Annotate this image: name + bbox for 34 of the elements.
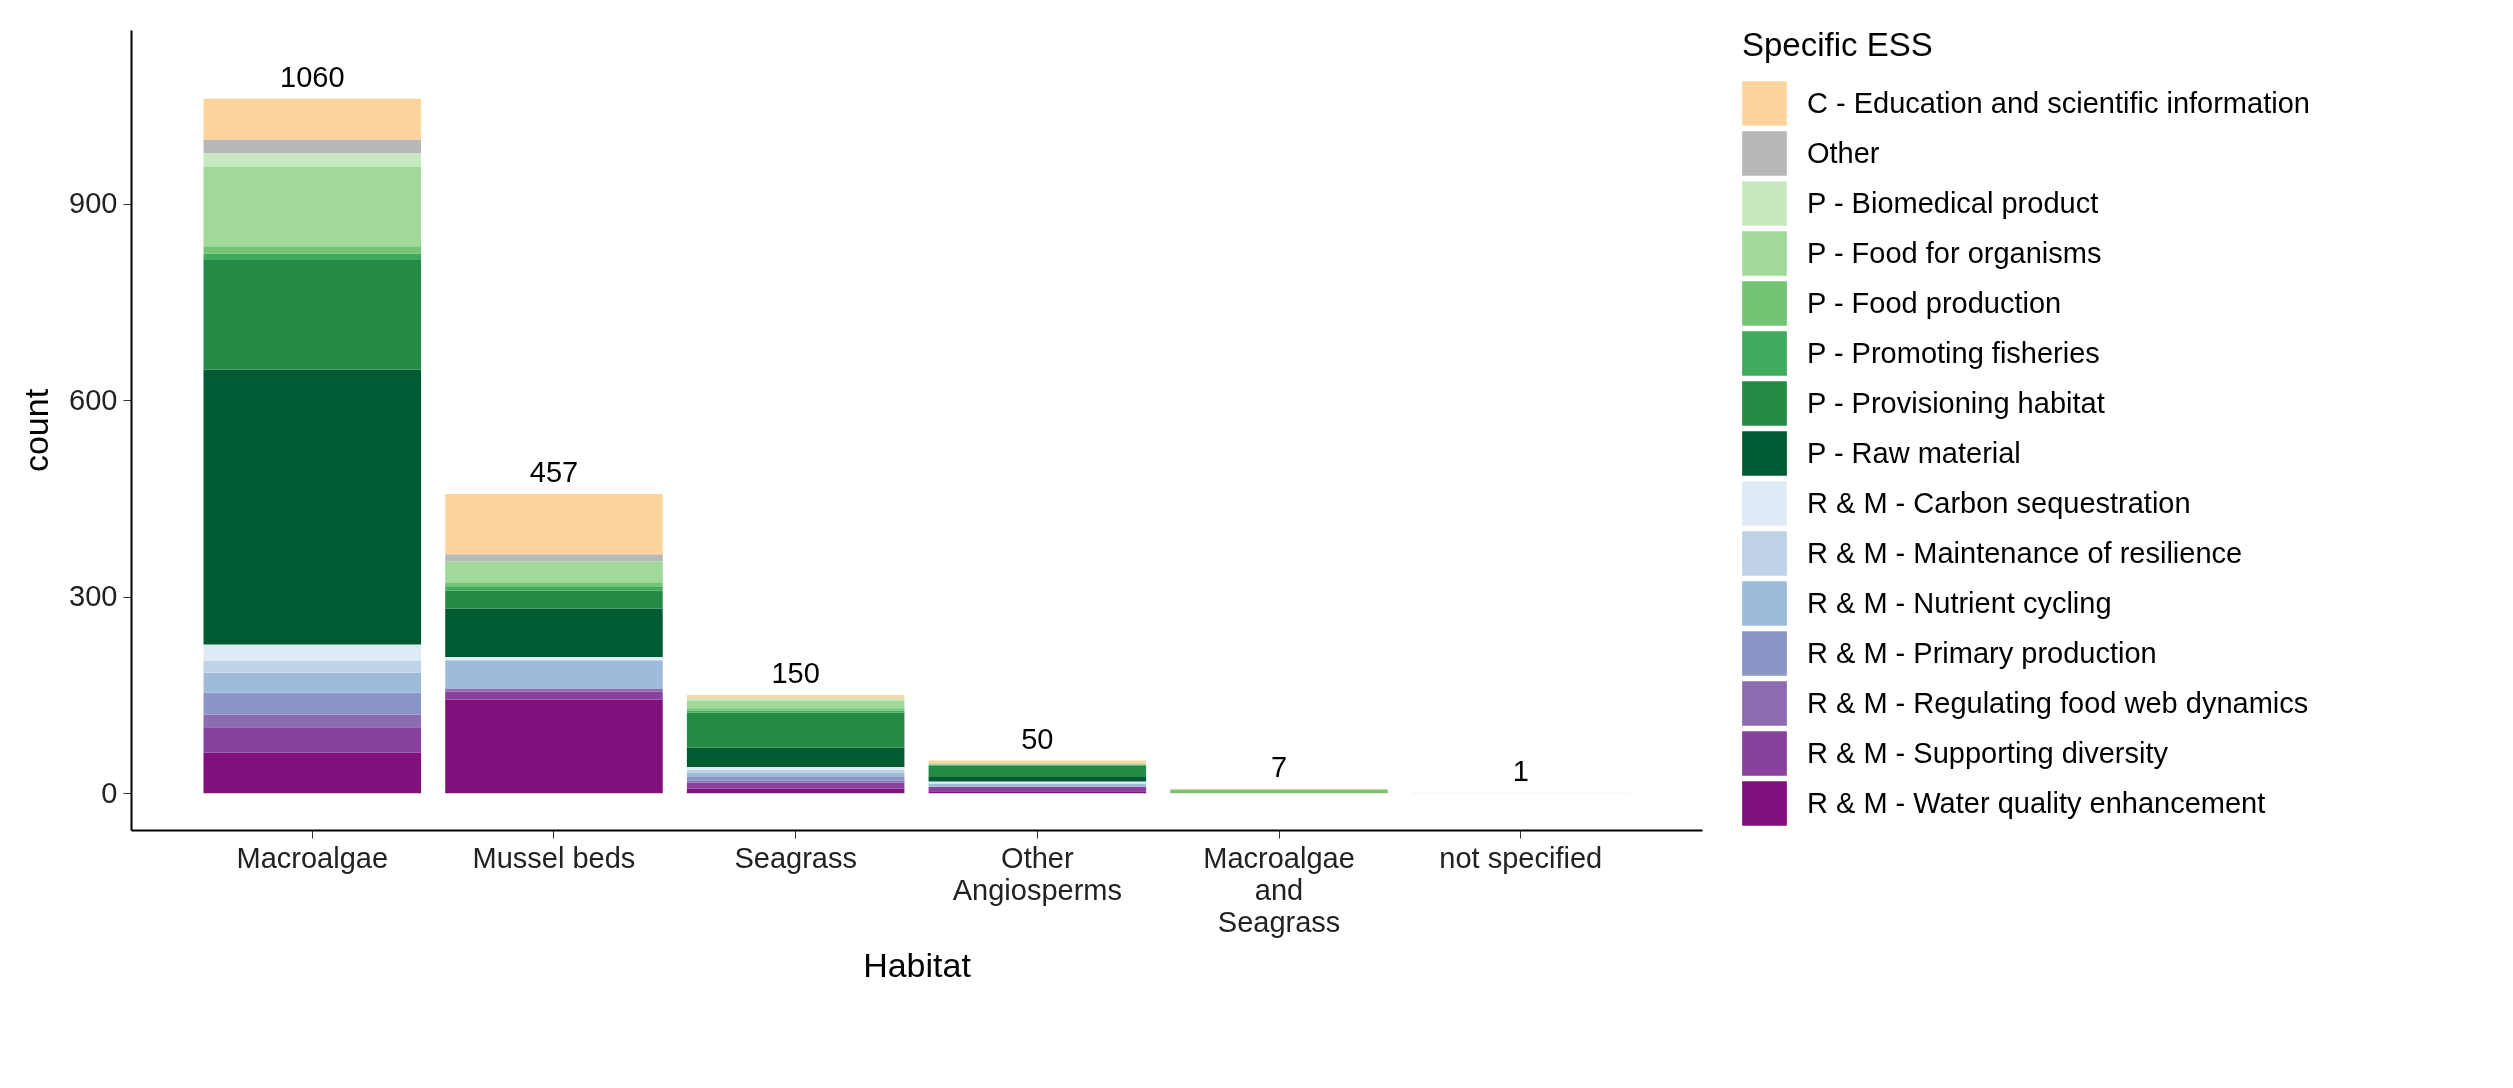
y-tick-label: 300 xyxy=(69,580,118,613)
legend-label: P - Biomedical product xyxy=(1807,186,2099,219)
total-label: 7 xyxy=(1270,750,1288,783)
legend-label: R & M - Nutrient cycling xyxy=(1807,586,2112,619)
legend-label: P - Food production xyxy=(1807,286,2062,319)
total-label: 1 xyxy=(1512,754,1529,787)
x-tick-label: Mussel beds xyxy=(472,841,636,874)
legend-label: R & M - Regulating food web dynamics xyxy=(1807,686,2309,719)
total-label: 1060 xyxy=(280,60,345,93)
total-label: 457 xyxy=(529,455,579,488)
legend-label: P - Promoting fisheries xyxy=(1807,336,2100,369)
legend-label: P - Raw material xyxy=(1807,436,2021,469)
x-tick-label: Macroalgae and Seagrass xyxy=(1203,841,1355,938)
x-axis-title: Habitat xyxy=(863,945,972,984)
legend-label: P - Provisioning habitat xyxy=(1807,386,2105,419)
y-axis-title: count xyxy=(17,388,56,473)
legend-label: R & M - Water quality enhancement xyxy=(1807,786,2266,819)
legend-label: R & M - Maintenance of resilience xyxy=(1807,536,2243,569)
x-tick-label: not specified xyxy=(1439,841,1603,874)
legend-label: R & M - Carbon sequestration xyxy=(1807,486,2191,519)
y-tick-label: 600 xyxy=(69,383,118,416)
x-tick-label: Seagrass xyxy=(734,841,857,874)
total-label: 50 xyxy=(1021,722,1054,755)
legend-title: Specific ESS xyxy=(1742,26,1933,63)
y-tick-label: 900 xyxy=(69,187,118,220)
legend-label: C - Education and scientific information xyxy=(1807,86,2310,119)
legend-label: Other xyxy=(1807,136,1880,169)
legend-label: R & M - Primary production xyxy=(1807,636,2157,669)
x-tick-label: Macroalgae xyxy=(236,841,389,874)
legend-label: R & M - Supporting diversity xyxy=(1807,736,2169,769)
y-tick-label: 0 xyxy=(101,776,118,809)
total-label: 150 xyxy=(771,657,820,690)
legend-label: P - Food for organisms xyxy=(1807,236,2102,269)
x-tick-label: Other Angiosperms xyxy=(952,841,1122,906)
